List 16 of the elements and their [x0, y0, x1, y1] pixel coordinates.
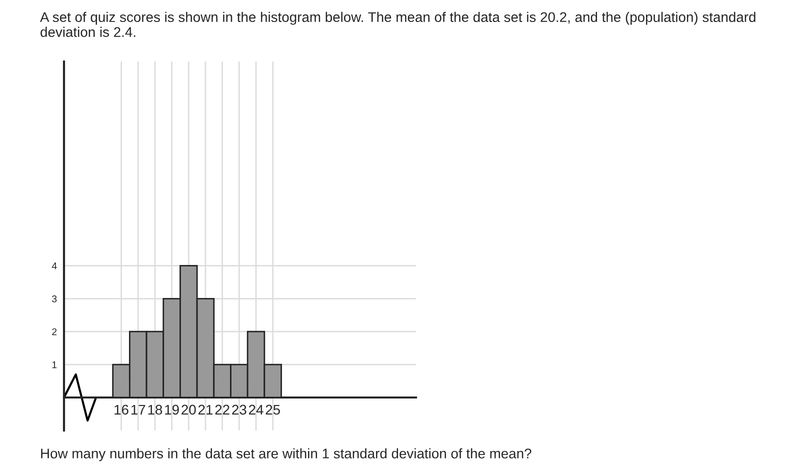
chart-title: A set of quiz scores is shown in the histogram below. The mean of the data set is 20.2, and the (population) standard deviation is 2.4.: [40, 12, 756, 37]
y-tick-label: 3: [52, 295, 57, 302]
text: How many numbers in the data set are within 1 standard deviation of the mean?: [41, 448, 532, 462]
x-tick-label: 23: [232, 404, 246, 415]
x-tick-label: 16: [114, 404, 128, 415]
y-tick-label: 4: [52, 262, 57, 270]
y-tick-label: 2: [52, 328, 57, 336]
x-tick-label: 18: [148, 404, 162, 415]
x-tick-label: 25: [266, 404, 280, 415]
x-tick-label: 20: [182, 404, 196, 415]
x-tick-label: 19: [165, 404, 179, 415]
y-tick-label: 1: [52, 361, 57, 368]
x-tick-label: 22: [215, 404, 230, 414]
x-tick-label: 24: [248, 404, 264, 414]
x-tick-label: 21: [198, 404, 213, 414]
x-tick-label: 17: [131, 404, 146, 414]
